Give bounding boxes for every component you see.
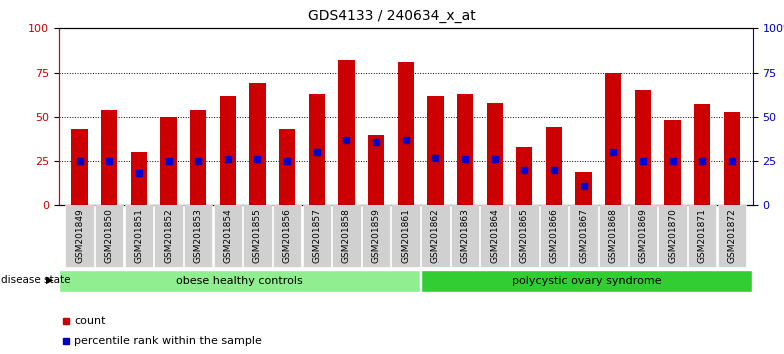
Text: GSM201861: GSM201861: [401, 209, 410, 263]
Text: GSM201869: GSM201869: [638, 209, 648, 263]
Bar: [427, 96, 444, 205]
Bar: [546, 127, 562, 205]
Bar: [368, 135, 384, 205]
Text: ▶: ▶: [45, 275, 53, 285]
FancyBboxPatch shape: [303, 205, 331, 267]
Text: GSM201863: GSM201863: [460, 209, 470, 263]
Text: obese healthy controls: obese healthy controls: [176, 275, 303, 286]
FancyBboxPatch shape: [362, 205, 390, 267]
Text: GSM201857: GSM201857: [312, 209, 321, 263]
FancyBboxPatch shape: [213, 205, 242, 267]
Bar: [397, 62, 414, 205]
FancyBboxPatch shape: [717, 205, 746, 267]
Text: GSM201868: GSM201868: [609, 209, 618, 263]
Text: disease state: disease state: [1, 275, 71, 285]
FancyBboxPatch shape: [451, 205, 479, 267]
Bar: [605, 73, 622, 205]
FancyBboxPatch shape: [629, 205, 657, 267]
FancyBboxPatch shape: [599, 205, 627, 267]
Text: GSM201867: GSM201867: [579, 209, 588, 263]
FancyBboxPatch shape: [273, 205, 301, 267]
FancyBboxPatch shape: [184, 205, 212, 267]
Bar: [724, 112, 740, 205]
Text: GSM201871: GSM201871: [698, 209, 706, 263]
Text: GSM201851: GSM201851: [134, 209, 143, 263]
Bar: [101, 110, 118, 205]
Bar: [279, 129, 296, 205]
Bar: [487, 103, 503, 205]
FancyBboxPatch shape: [422, 269, 752, 292]
FancyBboxPatch shape: [539, 205, 568, 267]
FancyBboxPatch shape: [125, 205, 153, 267]
Text: GDS4133 / 240634_x_at: GDS4133 / 240634_x_at: [308, 9, 476, 23]
Bar: [309, 94, 325, 205]
Bar: [516, 147, 532, 205]
Bar: [190, 110, 206, 205]
Bar: [338, 60, 354, 205]
Bar: [664, 120, 681, 205]
Text: GSM201870: GSM201870: [668, 209, 677, 263]
Bar: [249, 83, 266, 205]
Text: GSM201866: GSM201866: [550, 209, 558, 263]
Text: GSM201865: GSM201865: [520, 209, 529, 263]
Text: GSM201864: GSM201864: [490, 209, 499, 263]
Bar: [220, 96, 236, 205]
FancyBboxPatch shape: [421, 205, 449, 267]
Text: GSM201856: GSM201856: [282, 209, 292, 263]
Bar: [131, 152, 147, 205]
Text: GSM201849: GSM201849: [75, 209, 84, 263]
FancyBboxPatch shape: [95, 205, 123, 267]
Text: GSM201862: GSM201862: [431, 209, 440, 263]
Text: GSM201854: GSM201854: [223, 209, 232, 263]
FancyBboxPatch shape: [688, 205, 717, 267]
Text: GSM201858: GSM201858: [342, 209, 351, 263]
FancyBboxPatch shape: [60, 269, 420, 292]
Bar: [694, 104, 710, 205]
FancyBboxPatch shape: [510, 205, 539, 267]
Text: GSM201850: GSM201850: [105, 209, 114, 263]
Bar: [575, 172, 592, 205]
Text: polycystic ovary syndrome: polycystic ovary syndrome: [512, 275, 662, 286]
Text: GSM201853: GSM201853: [194, 209, 202, 263]
Text: GSM201855: GSM201855: [253, 209, 262, 263]
FancyBboxPatch shape: [659, 205, 687, 267]
FancyBboxPatch shape: [332, 205, 361, 267]
FancyBboxPatch shape: [65, 205, 94, 267]
Text: GSM201852: GSM201852: [164, 209, 173, 263]
FancyBboxPatch shape: [243, 205, 272, 267]
FancyBboxPatch shape: [391, 205, 420, 267]
FancyBboxPatch shape: [154, 205, 183, 267]
Bar: [161, 117, 176, 205]
FancyBboxPatch shape: [481, 205, 509, 267]
FancyBboxPatch shape: [569, 205, 598, 267]
Text: percentile rank within the sample: percentile rank within the sample: [74, 336, 262, 346]
Text: count: count: [74, 315, 106, 326]
Text: GSM201859: GSM201859: [372, 209, 380, 263]
Text: GSM201872: GSM201872: [728, 209, 736, 263]
Bar: [71, 129, 88, 205]
Bar: [635, 90, 651, 205]
Bar: [457, 94, 474, 205]
